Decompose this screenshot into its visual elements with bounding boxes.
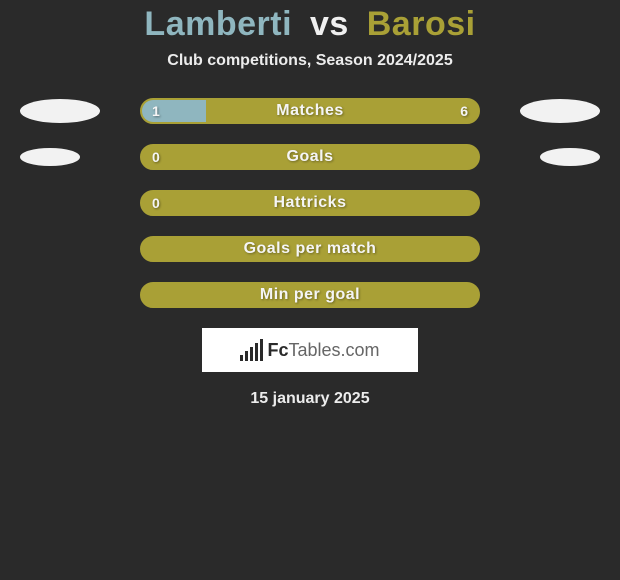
logo-text: FcTables.com <box>267 340 379 361</box>
comparison-title: Lamberti vs Barosi <box>0 5 620 44</box>
stat-bar: Min per goal <box>140 282 480 308</box>
stat-row: Goals per match <box>0 236 620 262</box>
stat-left-value: 1 <box>152 100 160 122</box>
player1-badge <box>20 99 100 123</box>
stat-label: Goals <box>142 146 478 168</box>
stat-row: Goals0 <box>0 144 620 170</box>
stat-label: Min per goal <box>142 284 478 306</box>
player1-badge <box>20 148 80 166</box>
player2-badge <box>520 99 600 123</box>
logo-bars-icon <box>240 339 263 361</box>
stat-left-value: 0 <box>152 192 160 214</box>
stat-row: Hattricks0 <box>0 190 620 216</box>
stat-bar: Matches1 6 <box>140 98 480 124</box>
stat-row: Min per goal <box>0 282 620 308</box>
stat-bar: Goals0 <box>140 144 480 170</box>
stat-left-value: 0 <box>152 146 160 168</box>
date-text: 15 january 2025 <box>0 390 620 408</box>
player1-name: Lamberti <box>144 5 292 43</box>
stat-label: Goals per match <box>142 238 478 260</box>
stat-bar: Goals per match <box>140 236 480 262</box>
player2-name: Barosi <box>367 5 476 43</box>
stat-label: Hattricks <box>142 192 478 214</box>
infographic-container: Lamberti vs Barosi Club competitions, Se… <box>0 0 620 408</box>
stat-bar: Hattricks0 <box>140 190 480 216</box>
fctables-logo: FcTables.com <box>202 328 418 372</box>
logo-tables: Tables.com <box>288 340 379 360</box>
subtitle: Club competitions, Season 2024/2025 <box>0 52 620 70</box>
stat-right-value: 6 <box>460 100 468 122</box>
logo-fc: Fc <box>267 340 288 360</box>
stat-label: Matches <box>142 100 478 122</box>
stats-chart: Matches16Goals0Hattricks0Goals per match… <box>0 98 620 308</box>
player2-badge <box>540 148 600 166</box>
stat-row: Matches1 6 <box>0 98 620 124</box>
vs-text: vs <box>310 5 349 43</box>
